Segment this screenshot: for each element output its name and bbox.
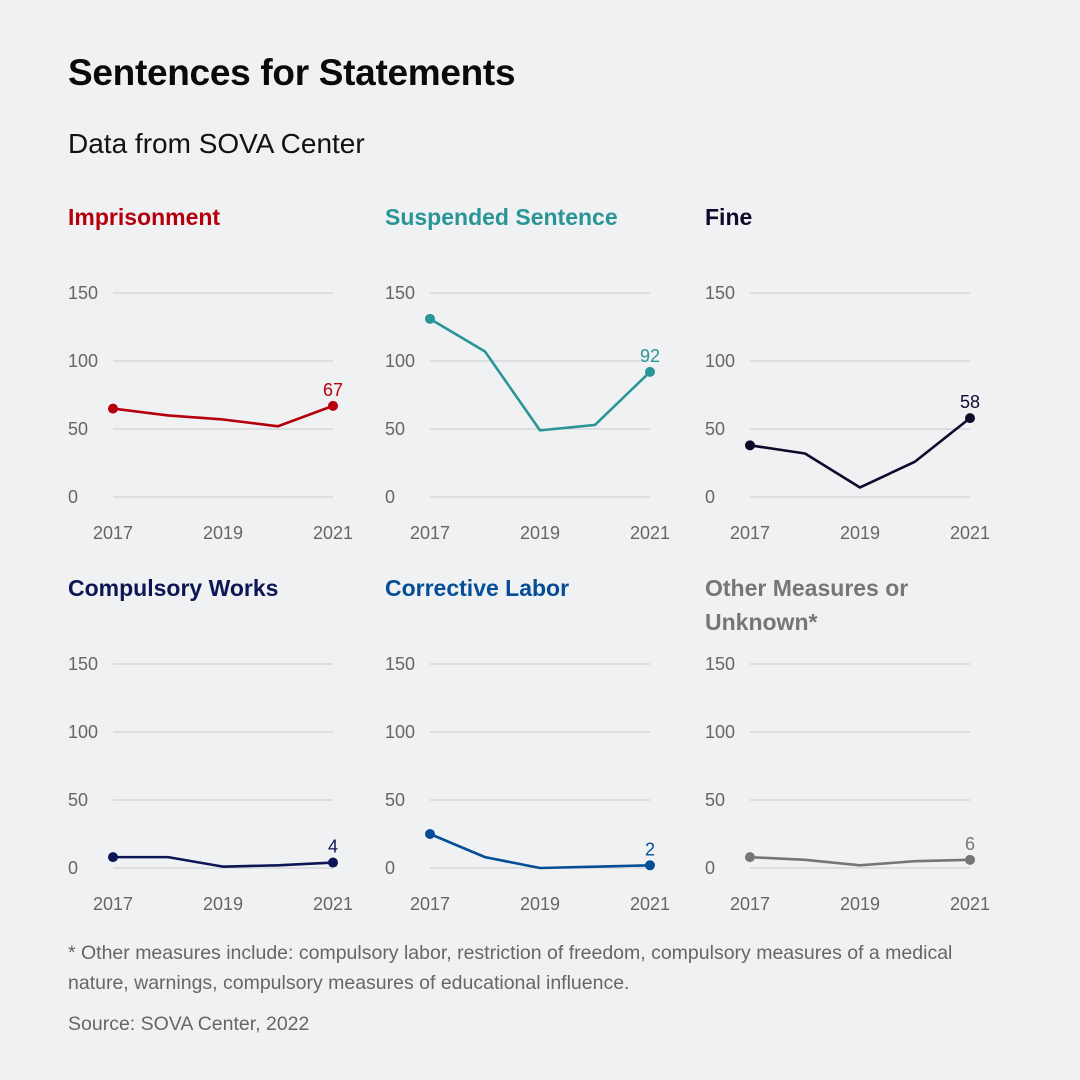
x-tick-label: 2021: [313, 523, 353, 543]
x-tick-label: 2021: [950, 523, 990, 543]
chart-title: Sentences for Statements: [68, 52, 516, 93]
x-tick-label: 2017: [730, 894, 770, 914]
panel-imprisonment: Imprisonment 0 50 100 150 2017 2019 2021 67: [68, 200, 388, 570]
data-label: 4: [328, 837, 338, 857]
data-point: [425, 829, 435, 839]
y-tick-label: 150: [385, 654, 415, 674]
series-line: [749, 417, 971, 489]
x-tick-label: 2019: [203, 523, 243, 543]
data-label: 58: [960, 392, 980, 412]
panel-corrective-labor: Corrective Labor 0 50 100 150 2017 2019 2021 2: [385, 571, 705, 941]
y-tick-label: 100: [705, 722, 735, 742]
panel-compulsory-works: Compulsory Works 0 50 100 150 2017 2019 2021 4: [68, 571, 388, 941]
series-line: [749, 855, 971, 867]
data-point: [645, 860, 655, 871]
panel-title: Imprisonment: [68, 204, 221, 230]
y-tick-label: 150: [68, 654, 98, 674]
line-chart: 0 50 100 150 2017 2019 2021 2: [385, 654, 670, 914]
line-chart: 0 50 100 150 2017 2019 2021 67: [68, 283, 353, 543]
data-label: 67: [323, 380, 343, 400]
x-tick-label: 2017: [730, 523, 770, 543]
x-tick-label: 2017: [410, 523, 450, 543]
data-label: 2: [645, 839, 655, 859]
panel-title: Fine: [705, 204, 753, 230]
x-tick-label: 2021: [950, 894, 990, 914]
panel-title: Corrective Labor: [385, 575, 570, 601]
y-tick-label: 150: [705, 654, 735, 674]
panel-suspended-sentence: Suspended Sentence 0 50 100 150 2017 2019 2021 9…: [385, 200, 705, 570]
panel-other-measures-or-unknown: Other Measures or Unknown* 0 50 100 150 2017 2…: [705, 571, 1025, 941]
line-chart: 0 50 100 150 2017 2019 2021 92: [385, 283, 670, 543]
y-tick-label: 150: [385, 283, 415, 303]
data-point: [108, 403, 118, 414]
data-label: 92: [640, 346, 660, 366]
source-note: Source: SOVA Center, 2022: [68, 1013, 310, 1035]
data-label: 6: [965, 834, 975, 854]
x-tick-label: 2017: [93, 523, 133, 543]
series-line: [429, 832, 651, 870]
y-tick-label: 100: [68, 722, 98, 742]
y-tick-label: 150: [68, 283, 98, 303]
data-point: [108, 852, 118, 863]
data-point: [965, 413, 975, 424]
panel-title: Suspended Sentence: [385, 204, 618, 230]
y-tick-label: 150: [705, 283, 735, 303]
y-tick-label: 0: [385, 487, 395, 507]
series-line: [113, 855, 334, 868]
y-tick-label: 100: [705, 351, 735, 371]
series-line: [429, 317, 651, 432]
y-tick-label: 100: [385, 351, 415, 371]
data-point: [745, 852, 755, 863]
y-tick-label: 0: [705, 487, 715, 507]
x-tick-label: 2021: [630, 894, 670, 914]
y-tick-label: 0: [385, 858, 395, 878]
y-tick-label: 50: [68, 419, 88, 439]
y-tick-label: 50: [705, 419, 725, 439]
line-chart: 0 50 100 150 2017 2019 2021 58: [705, 283, 990, 543]
data-point: [328, 400, 338, 411]
y-tick-label: 100: [68, 351, 98, 371]
y-tick-label: 50: [68, 790, 88, 810]
x-tick-label: 2019: [840, 894, 880, 914]
y-tick-label: 50: [705, 790, 725, 810]
series-line: [112, 404, 334, 428]
data-point: [745, 440, 755, 451]
y-tick-label: 0: [68, 487, 78, 507]
data-point: [425, 313, 435, 324]
y-tick-label: 50: [385, 419, 405, 439]
y-tick-label: 0: [68, 858, 78, 878]
panel-fine: Fine 0 50 100 150 2017 2019 2021 58: [705, 200, 1025, 570]
panel-title: Other Measures or Unknown*: [705, 575, 909, 635]
data-point: [965, 854, 975, 865]
x-tick-label: 2019: [520, 523, 560, 543]
line-chart: 0 50 100 150 2017 2019 2021 4: [68, 654, 353, 914]
x-tick-label: 2019: [203, 894, 243, 914]
line-chart: 0 50 100 150 2017 2019 2021 6: [705, 654, 990, 914]
x-tick-label: 2021: [313, 894, 353, 914]
x-tick-label: 2021: [630, 523, 670, 543]
y-tick-label: 0: [705, 858, 715, 878]
data-point: [645, 366, 655, 377]
footnote: * Other measures include: compulsory lab…: [68, 942, 953, 994]
x-tick-label: 2019: [840, 523, 880, 543]
panel-title: Compulsory Works: [68, 575, 279, 601]
chart-subtitle: Data from SOVA Center: [68, 128, 365, 159]
x-tick-label: 2017: [93, 894, 133, 914]
y-tick-label: 100: [385, 722, 415, 742]
data-point: [328, 857, 338, 868]
x-tick-label: 2019: [520, 894, 560, 914]
x-tick-label: 2017: [410, 894, 450, 914]
y-tick-label: 50: [385, 790, 405, 810]
